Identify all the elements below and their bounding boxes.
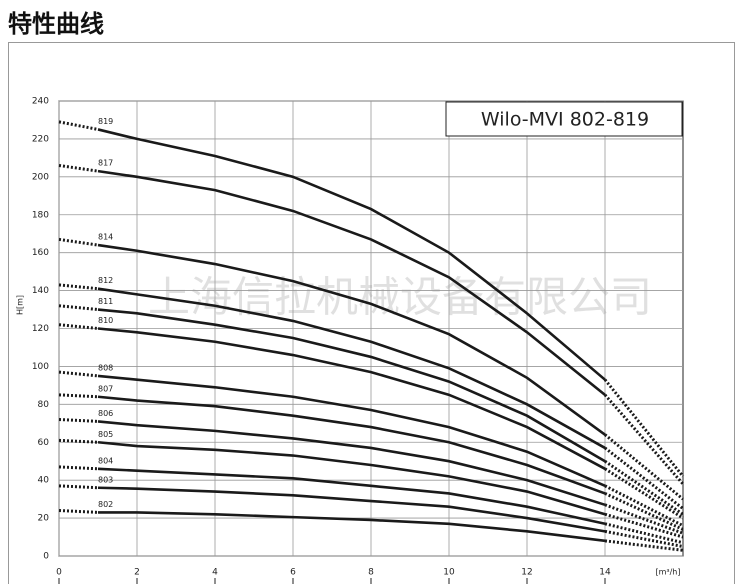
curve bbox=[97, 287, 606, 450]
curve-extension bbox=[604, 492, 684, 531]
frame bbox=[8, 42, 735, 584]
series-label: 803 bbox=[98, 475, 113, 484]
series-label: 804 bbox=[98, 456, 113, 465]
series-label: 807 bbox=[98, 384, 113, 393]
x-tick-label: 8 bbox=[368, 568, 374, 578]
x-axis-label: [m³/h] bbox=[655, 568, 680, 577]
curve-extension bbox=[604, 512, 684, 539]
curve bbox=[97, 420, 606, 507]
series-label: 808 bbox=[98, 363, 113, 372]
curve-extension bbox=[58, 465, 99, 471]
page-title: 特性曲线 bbox=[8, 10, 104, 38]
curve-extension bbox=[58, 323, 99, 330]
x-tick-label: 0 bbox=[56, 568, 62, 578]
series-label: 805 bbox=[98, 430, 113, 439]
curve bbox=[97, 374, 606, 488]
y-axis-label: H[m] bbox=[16, 295, 25, 315]
curve bbox=[97, 395, 606, 495]
curve-extension bbox=[58, 283, 99, 291]
curve-extension bbox=[58, 163, 99, 173]
series-label: 811 bbox=[98, 297, 113, 306]
y-tick-label: 180 bbox=[32, 210, 49, 220]
curve-extension bbox=[58, 370, 99, 378]
y-tick-label: 140 bbox=[32, 286, 49, 296]
legend-title: Wilo-MVI 802-819 bbox=[481, 109, 649, 131]
y-tick-label: 0 bbox=[43, 552, 49, 562]
curve-extension bbox=[58, 438, 99, 444]
y-tick-label: 220 bbox=[32, 134, 49, 144]
y-tick-label: 160 bbox=[32, 248, 49, 258]
y-tick-label: 60 bbox=[38, 438, 50, 448]
curve bbox=[97, 308, 606, 463]
legend-box bbox=[445, 101, 683, 137]
curve-extension bbox=[58, 304, 99, 312]
series-label: 810 bbox=[98, 316, 113, 325]
curve-extension bbox=[604, 484, 684, 528]
curve bbox=[98, 511, 606, 543]
curve-extension bbox=[603, 378, 685, 478]
curve-extension bbox=[604, 539, 684, 552]
series-label: 814 bbox=[98, 233, 113, 242]
series-label: 817 bbox=[98, 159, 113, 168]
curve-extension bbox=[58, 393, 99, 399]
curve-extension bbox=[603, 393, 685, 485]
curve bbox=[97, 486, 606, 533]
y-tick-label: 120 bbox=[32, 324, 49, 334]
y-tick-label: 40 bbox=[38, 476, 50, 486]
x-tick-label: 2 bbox=[134, 568, 140, 578]
curve-extension bbox=[604, 467, 684, 520]
curve-extension bbox=[58, 418, 99, 423]
x-tick-label: 10 bbox=[443, 568, 455, 578]
curve-extension bbox=[604, 446, 684, 510]
series-label: 806 bbox=[98, 409, 113, 418]
y-tick-label: 20 bbox=[38, 514, 50, 524]
curve-extension bbox=[58, 237, 99, 247]
curve-extension bbox=[604, 522, 684, 545]
curve-extension bbox=[604, 433, 684, 501]
y-tick-label: 80 bbox=[38, 400, 50, 410]
curve-extension bbox=[604, 529, 684, 548]
y-tick-label: 240 bbox=[32, 97, 49, 107]
series-label: 802 bbox=[98, 500, 113, 509]
curve bbox=[97, 128, 606, 381]
curve bbox=[97, 440, 606, 516]
x-tick-label: 12 bbox=[521, 568, 532, 578]
y-tick-label: 200 bbox=[32, 172, 49, 182]
x-tick-label: 6 bbox=[290, 568, 296, 578]
x-tick-label: 4 bbox=[212, 568, 218, 578]
watermark: 上海信拉机械设备有限公司 bbox=[148, 273, 652, 322]
curve bbox=[97, 467, 606, 526]
x-tick-label: 14 bbox=[599, 568, 611, 578]
curve bbox=[97, 327, 606, 470]
curve-extension bbox=[58, 509, 99, 514]
curve bbox=[97, 243, 606, 436]
curve-extension bbox=[604, 503, 684, 535]
y-tick-label: 100 bbox=[32, 362, 49, 372]
curve bbox=[97, 169, 606, 396]
series-label: 812 bbox=[98, 276, 113, 285]
curve-extension bbox=[58, 484, 99, 490]
curve-extension bbox=[58, 120, 99, 131]
series-label: 819 bbox=[98, 117, 113, 126]
